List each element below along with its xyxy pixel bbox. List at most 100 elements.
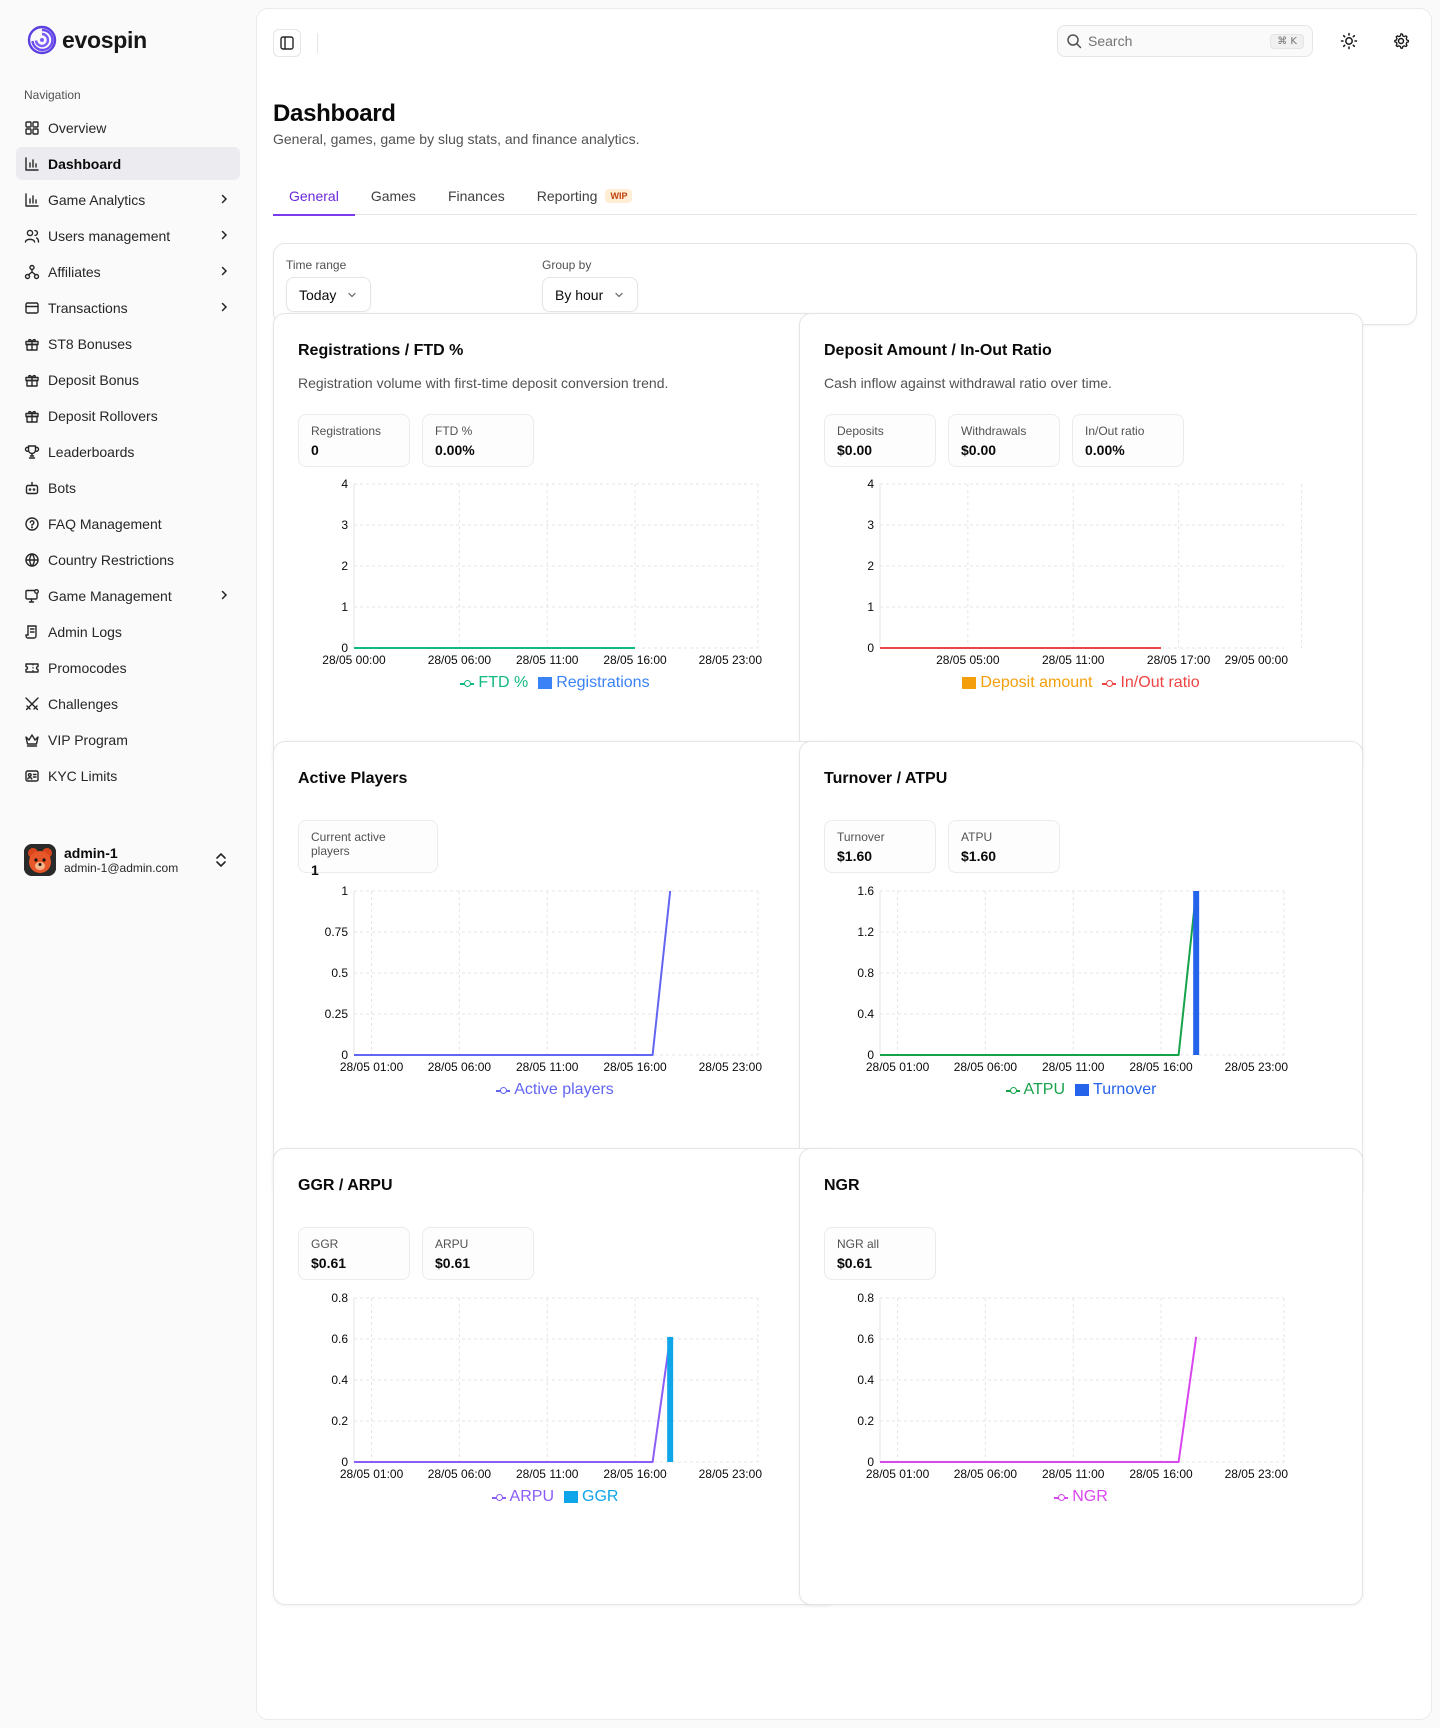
sidebar-item-label: Users management bbox=[48, 227, 171, 244]
chevron-right-icon bbox=[221, 194, 228, 204]
search-input[interactable]: Search ⌘ K bbox=[1057, 25, 1313, 57]
y-tick-label: 0.6 bbox=[331, 1332, 348, 1346]
y-tick-label: 0.25 bbox=[325, 1007, 349, 1021]
sidebar-item-deposit-bonus[interactable]: Deposit Bonus bbox=[16, 363, 240, 396]
x-tick-label: 28/05 16:00 bbox=[1129, 1467, 1193, 1481]
legend-item[interactable]: ATPU bbox=[1005, 1081, 1066, 1099]
sidebar-item-game-analytics[interactable]: Game Analytics bbox=[16, 183, 240, 216]
y-tick-label: 0 bbox=[867, 641, 874, 655]
x-tick-label: 28/05 11:00 bbox=[1042, 653, 1105, 667]
y-tick-label: 0.6 bbox=[857, 1332, 874, 1346]
tab-finances[interactable]: Finances bbox=[432, 177, 521, 215]
sidebar-item-transactions[interactable]: Transactions bbox=[16, 291, 240, 324]
chevron-down-icon bbox=[615, 292, 623, 297]
tab-label: Finances bbox=[447, 188, 505, 204]
crown-icon bbox=[24, 732, 40, 748]
legend-item[interactable]: FTD % bbox=[460, 674, 528, 692]
sidebar-item-vip-program[interactable]: VIP Program bbox=[16, 723, 240, 756]
sidebar-item-label: Overview bbox=[48, 119, 107, 136]
legend-label: ATPU bbox=[1023, 1081, 1066, 1098]
sidebar-toggle-button[interactable] bbox=[273, 29, 301, 57]
settings-button[interactable] bbox=[1391, 31, 1411, 51]
user-menu[interactable]: admin-1 admin-1@admin.com bbox=[16, 836, 240, 884]
search-shortcut: ⌘ K bbox=[1270, 33, 1304, 49]
stat-label: ARPU bbox=[435, 1237, 469, 1251]
stat-value: 1 bbox=[311, 862, 319, 878]
y-tick-label: 1.6 bbox=[857, 884, 874, 898]
sidebar-item-users-management[interactable]: Users management bbox=[16, 219, 240, 252]
wallet-icon bbox=[24, 300, 40, 316]
legend-line-marker bbox=[1102, 679, 1117, 687]
sidebar-item-deposit-rollovers[interactable]: Deposit Rollovers bbox=[16, 399, 240, 432]
y-tick-label: 0.8 bbox=[857, 1291, 874, 1305]
sidebar-item-label: Challenges bbox=[48, 695, 119, 712]
y-tick-label: 0.5 bbox=[331, 966, 348, 980]
sidebar-item-kyc-limits[interactable]: KYC Limits bbox=[16, 759, 240, 792]
sidebar-item-overview[interactable]: Overview bbox=[16, 111, 240, 144]
sidebar-item-challenges[interactable]: Challenges bbox=[16, 687, 240, 720]
topbar: Search ⌘ K bbox=[257, 9, 1431, 73]
sidebar-item-game-management[interactable]: Game Management bbox=[16, 579, 240, 612]
legend-item[interactable]: ARPU bbox=[491, 1488, 554, 1506]
legend-item[interactable]: GGR bbox=[564, 1488, 618, 1506]
sidebar-item-admin-logs[interactable]: Admin Logs bbox=[16, 615, 240, 648]
tab-reporting[interactable]: Reporting WIP bbox=[521, 177, 649, 215]
y-tick-label: 1 bbox=[341, 884, 348, 898]
sidebar-item-label: Game Management bbox=[48, 587, 172, 604]
legend-label: ARPU bbox=[509, 1488, 554, 1505]
y-tick-label: 0.2 bbox=[857, 1414, 874, 1428]
legend-item[interactable]: Turnover bbox=[1075, 1081, 1156, 1099]
chart-legend: Deposit amount In/Out ratio bbox=[800, 674, 1362, 692]
chart-legend: FTD % Registrations bbox=[274, 674, 836, 692]
tab-games[interactable]: Games bbox=[355, 177, 432, 215]
sidebar-item-country-restrictions[interactable]: Country Restrictions bbox=[16, 543, 240, 576]
card-title: Turnover / ATPU bbox=[824, 770, 948, 787]
stat-tile: Current active players 1 bbox=[298, 820, 438, 878]
y-tick-label: 0 bbox=[341, 641, 348, 655]
line-active-players bbox=[354, 890, 672, 1056]
chart-legend: ATPU Turnover bbox=[800, 1081, 1362, 1099]
chart-legend: NGR bbox=[800, 1488, 1362, 1506]
theme-toggle-button[interactable] bbox=[1339, 31, 1359, 51]
sidebar-item-dashboard[interactable]: Dashboard bbox=[16, 147, 240, 180]
sidebar-item-promocodes[interactable]: Promocodes bbox=[16, 651, 240, 684]
page-title: Dashboard bbox=[273, 100, 396, 127]
stat-label: Deposits bbox=[837, 424, 884, 438]
tab-label: Reporting bbox=[536, 188, 598, 204]
x-tick-label: 28/05 23:00 bbox=[1225, 1467, 1289, 1481]
y-tick-label: 0 bbox=[341, 1048, 348, 1062]
bear-avatar-icon bbox=[24, 844, 56, 876]
sidebar-item-label: Admin Logs bbox=[48, 623, 122, 640]
sun-icon bbox=[1340, 32, 1358, 50]
legend-item[interactable]: Deposit amount bbox=[962, 674, 1092, 692]
chevron-right-icon bbox=[221, 302, 228, 312]
bar-chart-icon bbox=[24, 156, 40, 172]
group-by-select[interactable]: By hour bbox=[542, 277, 639, 312]
tab-label: Games bbox=[370, 188, 416, 204]
x-tick-label: 29/05 00:00 bbox=[1225, 653, 1289, 667]
sidebar-item-leaderboards[interactable]: Leaderboards bbox=[16, 435, 240, 468]
sidebar-item-faq-management[interactable]: FAQ Management bbox=[16, 507, 240, 540]
sidebar-item-affiliates[interactable]: Affiliates bbox=[16, 255, 240, 288]
user-name: admin-1 bbox=[64, 844, 118, 861]
y-tick-label: 0.2 bbox=[331, 1414, 348, 1428]
legend-item[interactable]: Active players bbox=[496, 1081, 614, 1099]
chevron-right-icon bbox=[221, 266, 228, 276]
stat-value: 0 bbox=[311, 442, 319, 458]
legend-item[interactable]: NGR bbox=[1054, 1488, 1108, 1506]
y-tick-label: 0.4 bbox=[331, 1373, 348, 1387]
sidebar-item-st8-bonuses[interactable]: ST8 Bonuses bbox=[16, 327, 240, 360]
avatar bbox=[24, 844, 56, 876]
legend-item[interactable]: In/Out ratio bbox=[1102, 674, 1200, 692]
sidebar-item-bots[interactable]: Bots bbox=[16, 471, 240, 504]
tab-general[interactable]: General bbox=[273, 177, 355, 216]
y-tick-label: 2 bbox=[867, 559, 874, 573]
y-tick-label: 0 bbox=[341, 1455, 348, 1469]
brand-logo[interactable]: evospin bbox=[26, 24, 147, 56]
panel-left-icon bbox=[280, 36, 294, 50]
legend-item[interactable]: Registrations bbox=[538, 674, 650, 692]
gift-icon bbox=[24, 408, 40, 424]
time-range-select[interactable]: Today bbox=[286, 277, 372, 312]
sidebar-item-label: Leaderboards bbox=[48, 443, 135, 460]
ticket-icon bbox=[24, 660, 40, 676]
